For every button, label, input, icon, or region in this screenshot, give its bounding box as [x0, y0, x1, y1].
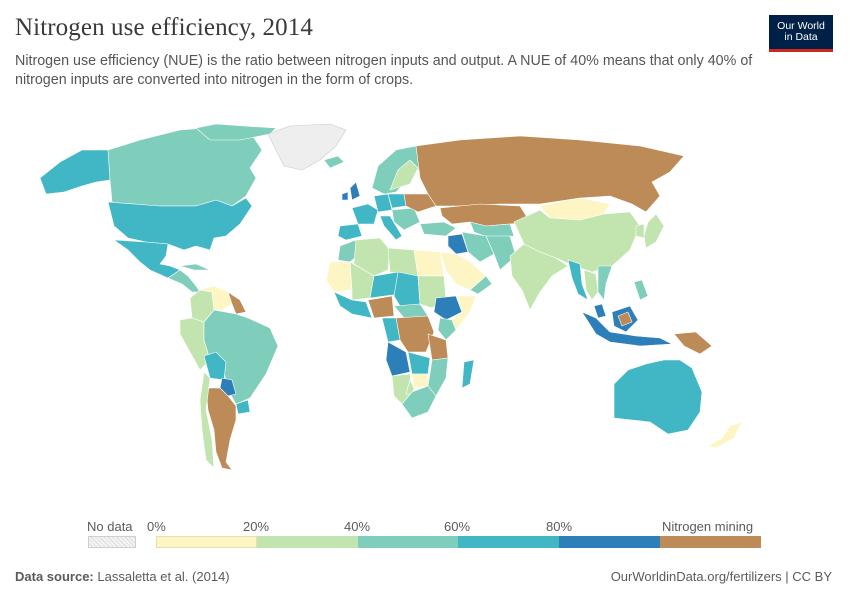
logo-line-2: in Data [784, 31, 818, 43]
legend-bin-mining[interactable] [660, 536, 761, 548]
region-angola[interactable] [385, 341, 411, 377]
region-cuba[interactable] [179, 263, 211, 271]
legend-tick-80: 80% [546, 519, 573, 534]
region-egypt[interactable] [413, 249, 445, 277]
region-kenya[interactable] [437, 317, 457, 341]
region-iran[interactable] [461, 231, 495, 263]
chart-subtitle: Nitrogen use efficiency (NUE) is the rat… [15, 53, 753, 88]
region-bolivia[interactable] [203, 351, 227, 381]
region-chad[interactable] [393, 271, 421, 307]
region-venezuela[interactable] [199, 285, 233, 311]
region-chile[interactable] [199, 371, 215, 469]
region-png[interactable] [673, 331, 713, 355]
source-note: Data source: Lassaletta et al. (2014) [15, 569, 230, 584]
logo-line-1: Our World [777, 20, 825, 32]
region-sulawesi[interactable] [617, 311, 633, 327]
region-japan[interactable] [643, 213, 665, 249]
legend-bin-20-40[interactable] [257, 536, 358, 548]
legend-tick-40: 40% [344, 519, 371, 534]
region-france[interactable] [351, 203, 379, 225]
region-paraguay[interactable] [219, 377, 237, 397]
legend-tick-60: 60% [444, 519, 471, 534]
region-south-africa[interactable] [401, 385, 437, 419]
region-madagascar[interactable] [461, 359, 475, 389]
region-uruguay[interactable] [235, 399, 251, 415]
legend-bin-60-80[interactable] [458, 536, 559, 548]
legend-tick-0: 0% [147, 519, 166, 534]
region-iraq[interactable] [447, 233, 469, 255]
region-central-america[interactable] [167, 269, 201, 293]
source-label: Data source: [15, 569, 94, 584]
legend-tick-20: 20% [243, 519, 270, 534]
region-greenland[interactable] [267, 123, 347, 171]
region-yemen-oman[interactable] [469, 275, 493, 295]
region-malaysia[interactable] [593, 303, 607, 319]
region-congo-gabon[interactable] [381, 317, 401, 343]
chart-title: Nitrogen use efficiency, 2014 [15, 14, 313, 41]
region-ukraine[interactable] [403, 193, 437, 213]
region-philippines[interactable] [633, 279, 649, 301]
region-italy[interactable] [379, 215, 403, 241]
region-mexico[interactable] [113, 239, 181, 279]
footer-url[interactable]: OurWorldinData.org/fertilizers | CC BY [610, 569, 832, 584]
region-car[interactable] [393, 303, 429, 319]
region-zimbabwe[interactable] [411, 373, 429, 389]
region-guyana[interactable] [227, 291, 247, 315]
region-ethiopia[interactable] [433, 295, 463, 321]
region-myanmar[interactable] [567, 259, 589, 301]
region-thailand[interactable] [583, 269, 599, 301]
region-zambia[interactable] [407, 351, 431, 375]
legend-no-data-label: No data [87, 519, 133, 534]
legend-bin-80-100[interactable] [559, 536, 660, 548]
region-usa[interactable] [107, 197, 253, 251]
region-central-asia[interactable] [469, 221, 515, 239]
region-indonesia[interactable] [581, 311, 673, 347]
region-turkey[interactable] [419, 221, 457, 237]
legend-no-data-swatch [88, 536, 136, 548]
region-india[interactable] [509, 243, 569, 311]
region-libya[interactable] [387, 247, 419, 277]
region-mali[interactable] [349, 261, 375, 301]
legend: No data 0% 20% 40% 60% 80% Nitrogen mini… [0, 514, 850, 554]
legend-bin-40-60[interactable] [358, 536, 458, 548]
legend-mining-label: Nitrogen mining [662, 519, 754, 534]
owid-logo[interactable]: Our World in Data [769, 15, 833, 52]
region-iceland[interactable] [323, 155, 345, 169]
region-spain[interactable] [337, 223, 363, 241]
region-sweden[interactable] [389, 159, 419, 191]
region-argentina[interactable] [205, 387, 237, 471]
legend-bin-0-20[interactable] [156, 536, 257, 548]
region-mauritania[interactable] [325, 261, 353, 293]
region-alaska[interactable] [39, 149, 113, 195]
region-west-africa-coast[interactable] [333, 291, 373, 319]
region-uk[interactable] [349, 181, 361, 201]
region-korea[interactable] [635, 223, 645, 239]
region-ireland[interactable] [341, 191, 349, 201]
region-vietnam[interactable] [597, 265, 613, 301]
region-nigeria[interactable] [367, 295, 395, 319]
region-afghanistan-pakistan[interactable] [485, 235, 517, 271]
region-mozambique[interactable] [427, 357, 449, 397]
region-new-zealand[interactable] [707, 421, 743, 449]
region-russia[interactable] [415, 135, 685, 213]
source-value: Lassaletta et al. (2014) [97, 569, 230, 584]
world-map [39, 123, 743, 471]
region-australia[interactable] [613, 359, 703, 435]
region-canada-islands[interactable] [195, 123, 277, 141]
